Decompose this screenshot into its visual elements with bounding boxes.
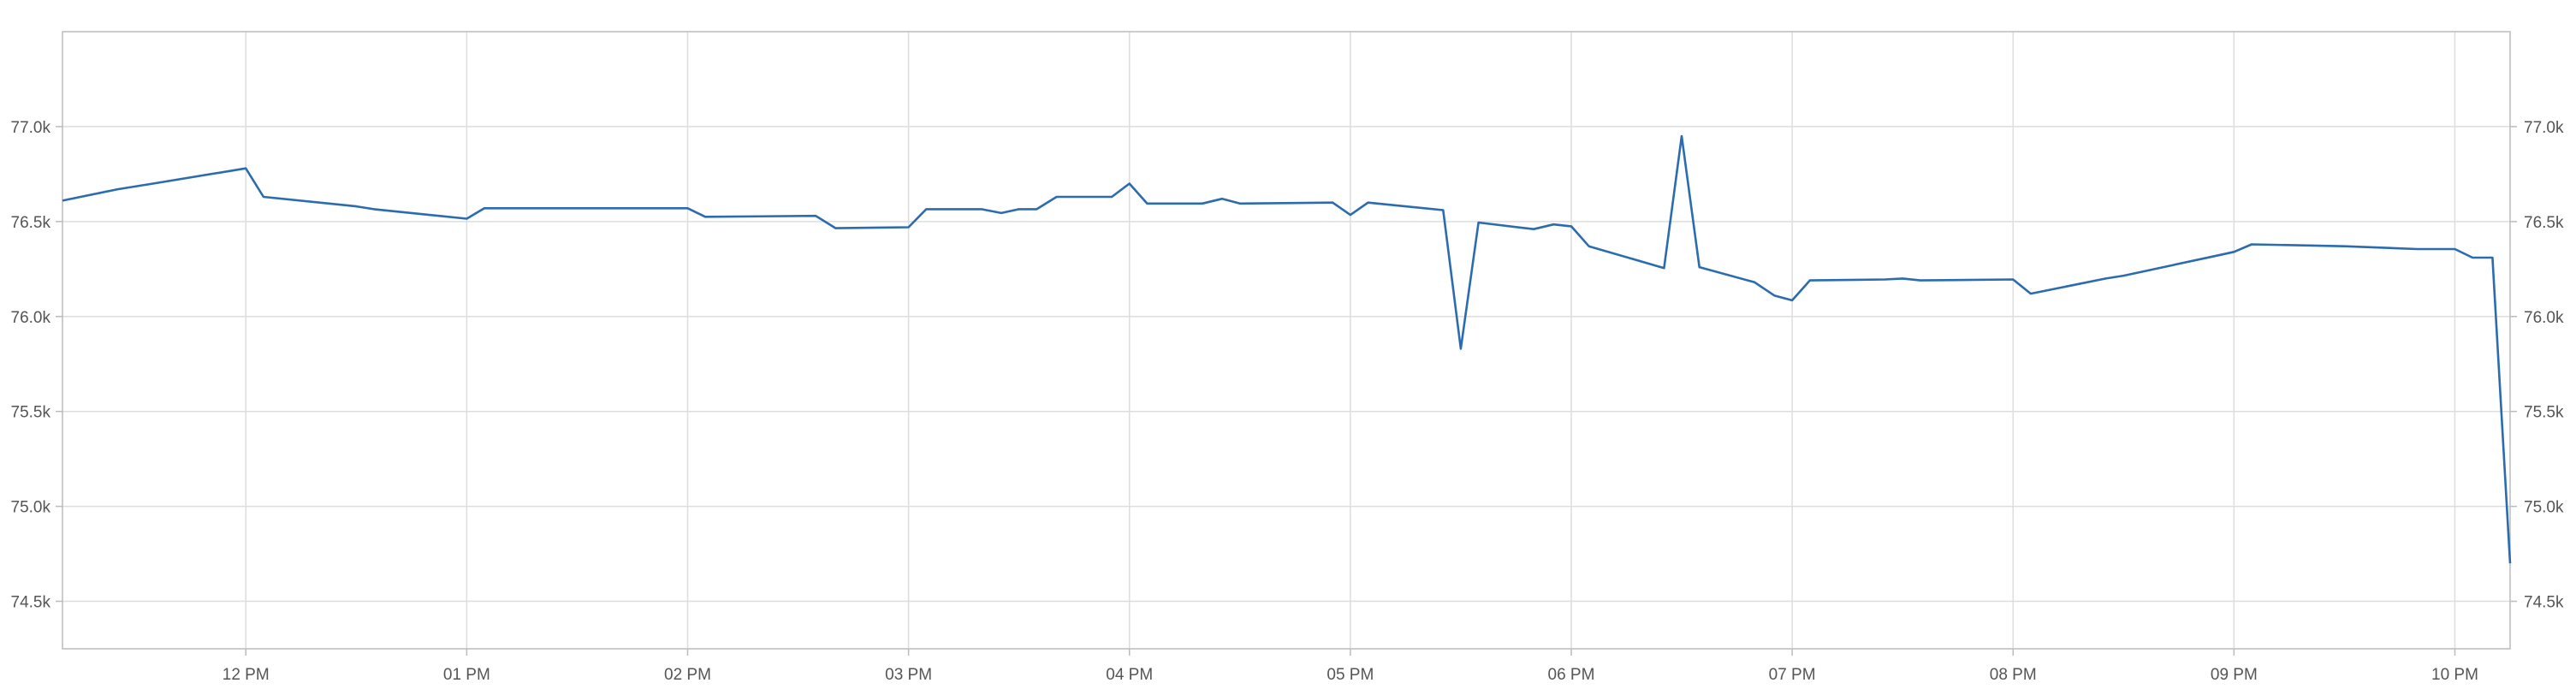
y-tick-label-left: 74.5k <box>11 594 51 612</box>
x-tick-label: 08 PM <box>1990 666 2037 684</box>
x-axis-tick-labels: 12 PM 01 PM 02 PM 03 PM 04 PM 05 PM 06 PM 07 PM… <box>223 666 2478 684</box>
x-tick-label: 04 PM <box>1106 666 1153 684</box>
y-tick-label-left: 76.5k <box>11 214 51 232</box>
plot-area-frame <box>62 31 2511 650</box>
x-tick-label: 10 PM <box>2431 666 2478 684</box>
y-tick-label-right: 76.5k <box>2524 214 2564 232</box>
horizontal-gridlines <box>56 126 2517 603</box>
y-axis-right-tick-labels: 74.5k 75.0k 75.5k 76.0k 76.5k 77.0k <box>2524 119 2564 612</box>
x-tick-label: 02 PM <box>664 666 711 684</box>
y-tick-label-right: 74.5k <box>2524 594 2564 612</box>
y-tick-label-right: 75.0k <box>2524 499 2564 517</box>
x-tick-label: 07 PM <box>1769 666 1816 684</box>
x-tick-label: 03 PM <box>885 666 932 684</box>
vertical-gridlines <box>245 32 2456 656</box>
x-tick-label: 01 PM <box>443 666 490 684</box>
y-axis-left-tick-labels: 74.5k 75.0k 75.5k 76.0k 76.5k 77.0k <box>11 119 51 612</box>
y-tick-label-right: 77.0k <box>2524 119 2564 137</box>
x-tick-label: 05 PM <box>1327 666 1374 684</box>
y-tick-label-right: 76.0k <box>2524 309 2564 327</box>
y-tick-label-left: 75.0k <box>11 499 51 517</box>
y-tick-label-left: 75.5k <box>11 404 51 422</box>
x-tick-label: 06 PM <box>1548 666 1595 684</box>
y-tick-label-right: 75.5k <box>2524 404 2564 422</box>
y-tick-label-left: 76.0k <box>11 309 51 327</box>
x-tick-label: 12 PM <box>223 666 270 684</box>
series-layer <box>62 134 2512 564</box>
x-tick-label: 09 PM <box>2211 666 2258 684</box>
y-tick-label-left: 77.0k <box>11 119 51 137</box>
series-line <box>62 134 2512 564</box>
